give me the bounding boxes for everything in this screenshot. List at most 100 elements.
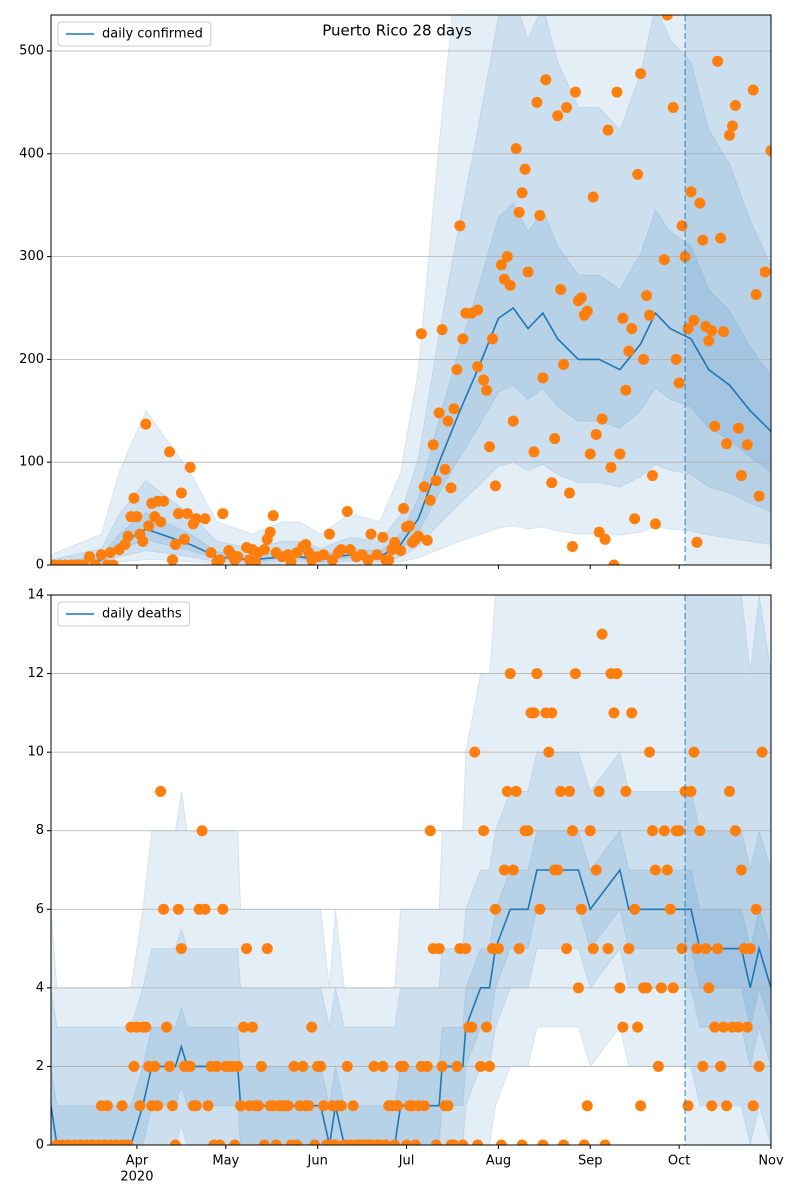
data-point xyxy=(596,628,608,640)
data-point xyxy=(478,374,490,386)
data-point xyxy=(614,448,626,460)
data-point xyxy=(629,903,641,915)
data-point xyxy=(599,1139,611,1145)
x-tick-label: Jul xyxy=(398,1154,415,1169)
data-point xyxy=(581,1100,593,1112)
data-point xyxy=(735,864,747,876)
data-point xyxy=(688,314,700,326)
data-point xyxy=(510,143,522,155)
forecast-region xyxy=(685,595,771,1145)
data-point xyxy=(258,544,270,556)
data-point xyxy=(202,1100,214,1112)
data-point xyxy=(101,1100,113,1112)
data-point xyxy=(744,943,756,955)
data-point xyxy=(172,903,184,915)
data-point xyxy=(676,220,688,232)
data-point xyxy=(587,191,599,203)
data-point xyxy=(531,96,543,108)
data-point xyxy=(347,1100,359,1112)
data-point xyxy=(362,554,374,565)
data-point xyxy=(531,668,543,680)
data-point xyxy=(439,463,451,475)
data-point xyxy=(178,533,190,545)
y-tick-label: 0 xyxy=(36,1138,44,1153)
data-point xyxy=(667,102,679,114)
data-point xyxy=(472,304,484,316)
data-point xyxy=(389,536,401,548)
data-point xyxy=(436,1060,448,1072)
data-point xyxy=(329,1139,341,1145)
data-point xyxy=(318,1100,330,1112)
x-tick-label: Nov xyxy=(758,1154,784,1169)
data-point xyxy=(190,513,202,525)
data-point xyxy=(513,206,525,218)
data-point xyxy=(258,1139,270,1145)
data-point xyxy=(442,415,454,427)
data-point xyxy=(404,520,416,532)
x-tick-label: Oct xyxy=(668,1154,690,1169)
y-tick-label: 500 xyxy=(19,43,44,58)
data-point xyxy=(507,415,519,427)
data-point xyxy=(149,1060,161,1072)
data-point xyxy=(395,545,407,557)
y-tick-label: 400 xyxy=(19,146,44,161)
data-point xyxy=(155,516,167,528)
data-point xyxy=(398,1060,410,1072)
data-point xyxy=(412,530,424,542)
data-point xyxy=(632,1021,644,1033)
data-point xyxy=(581,305,593,317)
data-point xyxy=(421,1060,433,1072)
data-point xyxy=(543,746,555,758)
data-point xyxy=(481,384,493,396)
data-point xyxy=(620,785,632,797)
data-point xyxy=(95,549,107,561)
data-point xyxy=(623,943,635,955)
data-point xyxy=(261,943,273,955)
data-point xyxy=(365,528,377,540)
data-point xyxy=(590,864,602,876)
data-point xyxy=(436,324,448,336)
legend-box xyxy=(57,601,191,627)
y-tick-label: 8 xyxy=(36,823,44,838)
data-point xyxy=(546,707,558,719)
data-point xyxy=(451,1060,463,1072)
data-point xyxy=(646,825,658,837)
data-point xyxy=(238,1021,250,1033)
data-point xyxy=(398,502,410,514)
data-point xyxy=(587,943,599,955)
data-point xyxy=(116,1100,128,1112)
data-point xyxy=(409,1139,421,1145)
data-point xyxy=(608,559,620,565)
legend-label: daily deaths xyxy=(102,607,182,622)
data-point xyxy=(661,864,673,876)
data-point xyxy=(641,290,653,302)
data-point xyxy=(712,943,724,955)
data-point xyxy=(703,335,715,347)
data-point xyxy=(383,554,395,565)
data-point xyxy=(741,439,753,451)
data-point xyxy=(611,668,623,680)
y-tick-label: 12 xyxy=(27,666,44,681)
data-point xyxy=(318,549,330,561)
data-point xyxy=(252,1100,264,1112)
data-point xyxy=(389,1139,401,1145)
data-point xyxy=(270,1139,282,1145)
legend: daily deaths xyxy=(57,601,191,627)
data-point xyxy=(635,68,647,80)
data-point xyxy=(122,1139,134,1145)
data-point xyxy=(175,487,187,499)
data-point xyxy=(629,513,641,525)
data-point xyxy=(501,785,513,797)
data-point xyxy=(424,825,436,837)
data-point xyxy=(472,361,484,373)
y-tick-label: 2 xyxy=(36,1059,44,1074)
data-point xyxy=(679,251,691,263)
data-point xyxy=(481,1021,493,1033)
x-tick-label: Jun xyxy=(307,1154,328,1169)
data-point xyxy=(753,1060,765,1072)
x-tick-label: Sep xyxy=(578,1154,603,1169)
data-point xyxy=(572,982,584,994)
data-point xyxy=(217,903,229,915)
data-point xyxy=(670,353,682,365)
